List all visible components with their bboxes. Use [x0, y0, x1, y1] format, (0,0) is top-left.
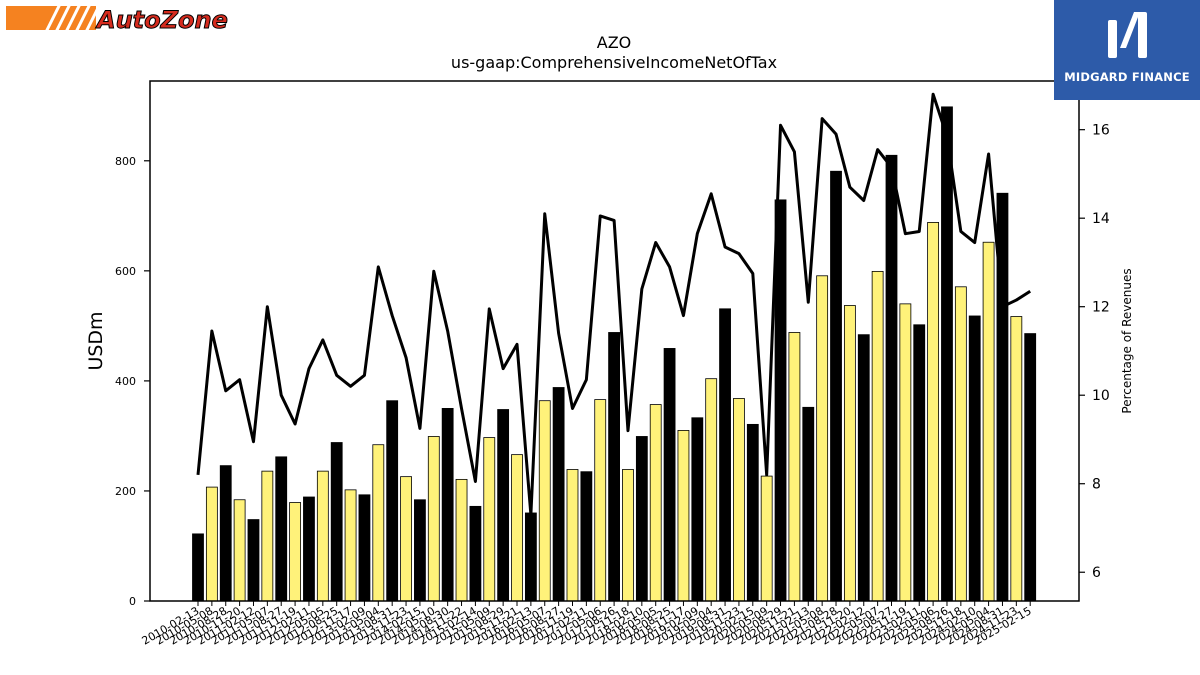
autozone-logo-mark: AutoZone — [6, 3, 228, 35]
bar — [871, 270, 884, 602]
bar — [330, 442, 343, 602]
bar — [746, 423, 759, 602]
bar — [316, 470, 329, 602]
autozone-logo-text: AutoZone — [95, 6, 228, 34]
bar — [386, 400, 399, 602]
bar — [427, 436, 440, 602]
bar — [622, 469, 634, 602]
bar — [857, 334, 870, 602]
bar — [205, 486, 218, 602]
bar — [677, 430, 690, 602]
bar — [843, 305, 856, 602]
bar — [788, 332, 801, 602]
bar — [400, 476, 412, 602]
bar — [372, 444, 385, 602]
chart-subtitle: us-gaap:ComprehensiveIncomeNetOfTax — [451, 53, 777, 72]
bar — [469, 505, 482, 602]
bar — [635, 436, 648, 602]
bar — [594, 399, 607, 602]
y-tick-label: 600 — [115, 265, 136, 278]
bar — [289, 502, 301, 602]
bar — [927, 222, 940, 602]
bar — [816, 275, 829, 602]
bar — [580, 471, 593, 602]
bar — [497, 409, 510, 602]
bar — [802, 406, 815, 602]
bar — [275, 456, 288, 602]
bar — [608, 332, 620, 602]
bar — [483, 437, 496, 602]
bar — [705, 378, 718, 602]
bar — [663, 348, 676, 602]
bar — [247, 519, 260, 602]
bar — [261, 470, 274, 602]
y-right-tick-label: 16 — [1092, 123, 1110, 139]
midgard-logo: MIDGARD FINANCE — [1054, 0, 1200, 100]
bar — [344, 489, 357, 602]
y-axis-ticks: 0 200 400 600 800 — [115, 155, 150, 608]
x-axis-ticks: 2010-02-132010-05-082010-08-282010-11-20… — [140, 601, 1034, 648]
bar — [830, 170, 842, 602]
bar — [192, 533, 204, 602]
bar — [219, 465, 232, 602]
bar — [1010, 316, 1023, 602]
line-group — [196, 92, 1032, 517]
y-right-tick-label: 12 — [1092, 300, 1110, 316]
y-axis-right-label: Percentage of Revenues — [1120, 268, 1134, 413]
bar — [885, 154, 898, 602]
bar — [441, 408, 454, 602]
bar — [358, 494, 371, 602]
midgard-logo-text: MIDGARD FINANCE — [1064, 70, 1190, 84]
bar — [733, 398, 745, 602]
y-tick-label: 200 — [115, 485, 136, 498]
y-tick-label: 0 — [129, 595, 136, 608]
bar — [691, 417, 704, 602]
bar — [982, 241, 995, 602]
autozone-logo: AutoZone — [6, 3, 232, 35]
bar — [719, 308, 731, 602]
bar — [649, 404, 662, 602]
chart-title: AZO — [597, 33, 632, 52]
midgard-logo-mark — [1108, 12, 1147, 58]
bar — [899, 303, 912, 602]
bar — [968, 315, 981, 602]
bars-group — [192, 106, 1037, 602]
bar — [524, 512, 537, 602]
bar — [1024, 333, 1037, 602]
bar — [941, 106, 953, 602]
percentage-line — [196, 92, 1032, 517]
bar — [455, 478, 468, 602]
plot-frame — [149, 80, 1080, 602]
bar — [913, 324, 926, 602]
bar — [233, 499, 246, 602]
bar — [552, 387, 565, 602]
bar — [566, 469, 579, 602]
y-tick-label: 400 — [115, 375, 136, 388]
bar — [538, 400, 551, 602]
y-tick-label: 800 — [115, 155, 136, 168]
bar — [414, 499, 426, 602]
y-right-tick-label: 14 — [1092, 211, 1110, 227]
y-axis-label: USDm — [85, 311, 107, 370]
bar — [954, 286, 967, 602]
y-right-tick-label: 10 — [1092, 388, 1110, 404]
bar — [303, 496, 315, 602]
bar — [760, 475, 773, 602]
y-right-tick-label: 6 — [1092, 565, 1101, 581]
y-right-tick-label: 8 — [1092, 477, 1101, 493]
y-axis-right-ticks: 6 8 10 12 14 16 — [1079, 123, 1110, 581]
bar — [511, 454, 523, 602]
